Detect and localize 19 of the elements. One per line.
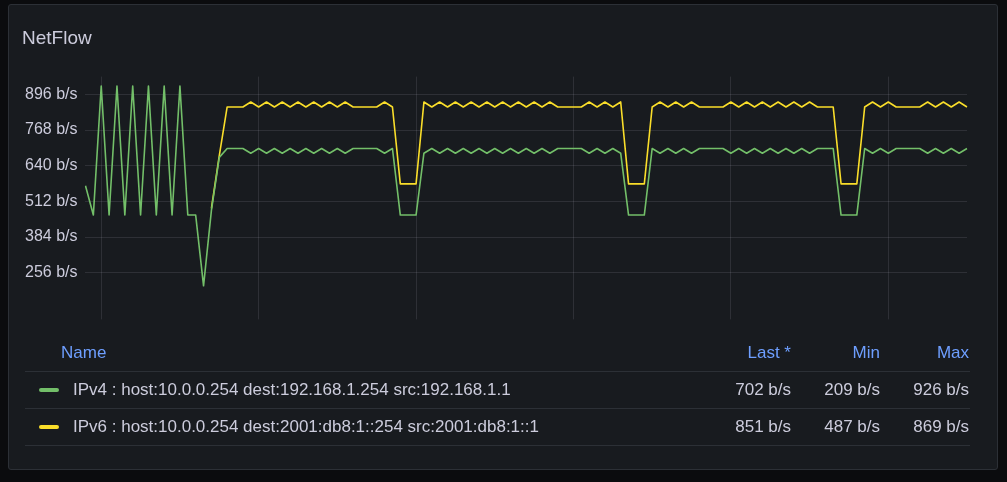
text: Min bbox=[851, 341, 881, 364]
text: Max bbox=[935, 341, 970, 364]
chart-title: NetFlow bbox=[21, 26, 93, 50]
text: Last * bbox=[746, 341, 792, 364]
y-tick-label: 768 b/s bbox=[25, 120, 78, 138]
legend-label: IPv4 : host:10.0.0.254 dest:192.168.1.254 src:192.168.1.1 bbox=[73, 379, 511, 399]
y-tick-label: 384 b/s bbox=[25, 227, 78, 245]
text: 487 b/s bbox=[823, 415, 881, 438]
y-tick-label: 256 b/s bbox=[25, 263, 78, 281]
legend-label: IPv6 : host:10.0.0.254 dest:2001:db8:1::254 src:2001:db8:1::1 bbox=[73, 416, 539, 436]
text: 209 b/s bbox=[823, 378, 881, 401]
text: 851 b/s bbox=[734, 415, 792, 438]
y-tick-label: 896 b/s bbox=[25, 84, 78, 102]
text: Name bbox=[60, 341, 108, 364]
y-tick-label: 640 b/s bbox=[25, 156, 78, 174]
y-tick-label: 512 b/s bbox=[25, 191, 78, 209]
text: 869 b/s bbox=[912, 415, 970, 438]
text: 702 b/s bbox=[734, 378, 792, 401]
text: 926 b/s bbox=[912, 378, 970, 401]
